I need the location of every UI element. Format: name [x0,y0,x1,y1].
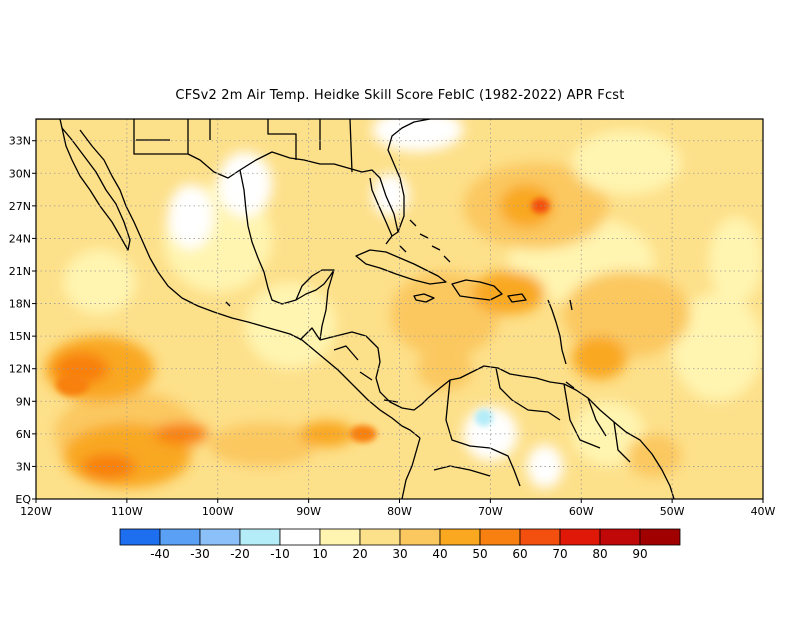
y-tick-label: 9N [16,395,31,408]
x-tick-label: 110W [111,505,143,518]
colorbar-label: 10 [312,547,327,561]
colorbar-swatch [119,528,161,546]
colorbar-label: 40 [432,547,447,561]
us-gulf-coast [239,151,399,237]
x-tick-label: 100W [202,505,234,518]
south-america-north-coast [427,365,675,499]
shaded-spot-cyan [474,408,494,427]
yucatan-coast [295,269,334,301]
us-atlantic-coast [387,119,431,233]
hispaniola-outline [451,279,503,301]
y-tick-label: EQ [15,493,31,506]
colorbar-swatch [319,528,361,546]
colorbar-label: 70 [552,547,567,561]
revillagigedo-isles [225,301,231,307]
shaded-blob-mid [626,433,682,478]
y-tick-label: 30N [9,167,31,180]
y-tick-label: 27N [9,200,31,213]
shaded-blob-light [63,249,136,315]
shaded-blob-light [672,292,763,402]
shaded-spot-hot [349,425,377,443]
shaded-blob-strong [572,336,627,380]
y-tick-label: 12N [9,363,31,376]
y-tick-label: 24N [9,232,31,245]
x-tick-label: 90W [296,505,321,518]
shaded-spot-hot [55,374,89,396]
mexico-river-border [187,153,241,179]
us-mexico-border [36,119,353,173]
colorbar-label: 80 [592,547,607,561]
map-title: CFSv2 2m Air Temp. Heidke Skill Score Fe… [175,88,625,103]
trinidad [565,381,575,389]
colorbar: -40 -30 -20 -10 10 20 30 40 50 60 70 80 90 [119,528,681,561]
bahamas [399,219,451,263]
gulf-coast [239,169,335,341]
colorbar-swatch [599,528,641,546]
south-america-borders [433,367,631,487]
shaded-blob-strong [472,271,545,315]
y-tick-label: 3N [16,460,31,473]
colorbar-label: 20 [352,547,367,561]
baja-california-coast [61,127,131,251]
shaded-regions-detail [55,198,550,443]
shaded-blob-strong [299,420,355,447]
shaded-blob-light [708,216,763,304]
colorbar-swatch [159,528,201,546]
longitude-ticks: 120W 110W 100W 90W 80W 70W 60W 50W 40W [20,499,776,518]
central-america-coast [319,331,429,411]
y-tick-label: 21N [9,265,31,278]
coastlines [36,119,675,499]
shaded-blob-white [372,119,464,152]
colorbar-swatch [439,528,481,546]
shaded-blob-white [217,151,273,217]
colorbar-label: -20 [230,547,250,561]
colorbar-label: 90 [632,547,647,561]
lat-lon-grid [36,119,763,499]
shaded-blob-mid [417,347,473,391]
y-tick-label: 6N [16,428,31,441]
colorbar-swatch [479,528,521,546]
colorbar-swatch [399,528,441,546]
cuba-outline [355,249,447,285]
colorbar-label: -30 [190,547,210,561]
jamaica-outline [413,293,435,303]
colorbar-swatch [239,528,281,546]
x-tick-label: 120W [20,505,52,518]
y-tick-label: 33N [9,135,31,148]
colorbar-swatch [639,528,681,546]
colorbar-swatch [519,528,561,546]
shaded-blob-white [167,184,214,250]
colorbar-label: 30 [392,547,407,561]
x-tick-label: 50W [660,505,685,518]
latitude-ticks: EQ 3N 6N 9N 12N 15N 18N 21N 24N 27N 30N 33N [9,135,36,506]
lesser-antilles [547,299,573,365]
x-tick-label: 80W [387,505,412,518]
florida-keys [385,235,393,245]
colorbar-label: 60 [512,547,527,561]
south-america-pacific-coast [401,437,421,499]
y-tick-label: 18N [9,298,31,311]
x-tick-label: 70W [478,505,503,518]
x-tick-label: 60W [569,505,594,518]
shaded-blob-light [245,281,336,369]
colorbar-label: -40 [150,547,170,561]
colorbar-label: -10 [270,547,290,561]
shaded-blob-mid [208,423,318,467]
colorbar-swatch [559,528,601,546]
colorbar-label: 50 [472,547,487,561]
shaded-blob-light [572,129,682,195]
colorbar-swatch [359,528,401,546]
y-tick-label: 15N [9,330,31,343]
colorbar-swatch [279,528,321,546]
central-america-borders [299,327,399,403]
colorbar-swatch [199,528,241,546]
x-tick-label: 40W [751,505,776,518]
puerto-rico-outline [507,293,527,303]
